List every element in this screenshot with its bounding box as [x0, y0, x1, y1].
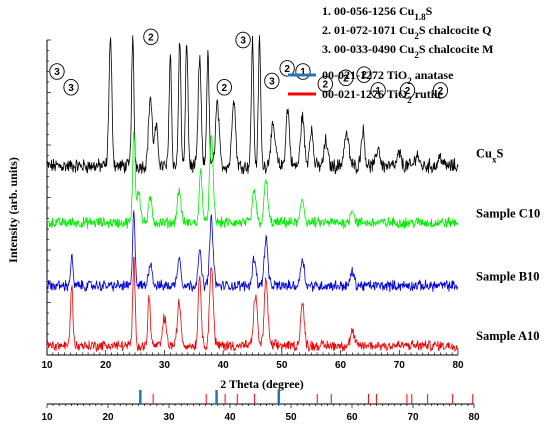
ref-x-tick-label: 80: [468, 412, 480, 423]
reference-pattern-plot: 10 20 30 40 50 60 70 80: [41, 390, 480, 423]
phase-marker: 1: [370, 82, 386, 99]
series-label-3: Sample A10: [476, 329, 540, 343]
phase-marker: 2: [279, 60, 295, 77]
phase-marker: 1: [295, 63, 311, 80]
phase-marker: 2: [216, 78, 232, 96]
phase-marker-label: 3: [269, 76, 275, 87]
series-line-3: [46, 256, 459, 353]
phase-marker: 2: [399, 82, 416, 99]
phase-marker: 3: [235, 31, 251, 49]
ref-x-tick-label: 30: [163, 412, 175, 423]
x-tick-label: 80: [452, 360, 464, 371]
phase-marker-label: 2: [405, 86, 411, 97]
legend-entry: 1. 00-056-1256 Cu1.8S: [322, 4, 433, 22]
x-tick-label: 40: [218, 360, 230, 371]
ref-x-tick-label: 70: [407, 412, 419, 423]
phase-marker: 2: [356, 66, 372, 83]
y-axis-title: Intensity (arb. units): [6, 157, 20, 263]
phase-marker-label: 2: [148, 32, 154, 43]
phase-marker: 3: [49, 63, 65, 80]
series-line-0: [46, 35, 459, 175]
phase-marker: 3: [63, 78, 79, 96]
phase-marker: 3: [264, 72, 280, 90]
legend-entry: 3. 00-033-0490 Cu2S chalcocite M: [322, 42, 494, 60]
phase-marker-label: 1: [375, 86, 381, 97]
series-label-0: CuxS: [476, 146, 503, 164]
ref-x-tick-label: 50: [285, 412, 297, 423]
legend-entry: 00-021-1272 TiO2 anatase: [322, 68, 454, 86]
ref-x-tick-label: 20: [102, 412, 114, 423]
legend-entry: 00-021-1276 TiO2 rutile: [322, 87, 443, 105]
series-label-1: Sample C10: [476, 206, 540, 220]
phase-marker-label: 2: [438, 86, 444, 97]
main-plot: 10 20 30 40 50 60 70 80 CuxS Sample C10 Sample B10…: [41, 28, 540, 371]
phase-marker: 2: [317, 75, 333, 93]
series-label-2: Sample B10: [476, 269, 540, 283]
phase-marker: 2: [338, 69, 354, 87]
x-axis-title: 2 Theta (degree): [220, 377, 304, 391]
x-tick-label: 20: [100, 360, 112, 371]
phase-marker: 2: [432, 82, 449, 99]
phase-marker-label: 3: [54, 67, 60, 78]
legend: 1. 00-056-1256 Cu1.8S2. 01-072-1071 Cu2S…: [288, 4, 494, 105]
phase-marker-label: 2: [323, 80, 329, 91]
phase-marker-label: 1: [300, 67, 306, 78]
phase-marker-label: 2: [343, 73, 349, 84]
phase-marker-label: 2: [284, 64, 290, 75]
phase-marker-label: 3: [240, 36, 246, 47]
ref-x-tick-label: 10: [41, 412, 53, 423]
ref-x-tick-label: 40: [224, 412, 236, 423]
legend-entry: 2. 01-072-1071 Cu2S chalcocite Q: [322, 23, 492, 41]
x-tick-label: 30: [159, 360, 171, 371]
x-tick-label: 60: [335, 360, 347, 371]
x-tick-label: 70: [394, 360, 406, 371]
x-tick-label: 10: [41, 360, 53, 371]
phase-marker-label: 3: [68, 83, 74, 94]
phase-marker-label: 2: [361, 70, 367, 81]
x-tick-label: 50: [276, 360, 288, 371]
series-line-2: [46, 210, 459, 293]
series-line-1: [46, 131, 459, 230]
ref-x-tick-label: 60: [346, 412, 358, 423]
phase-marker-label: 2: [222, 83, 228, 94]
phase-marker: 2: [143, 28, 159, 46]
